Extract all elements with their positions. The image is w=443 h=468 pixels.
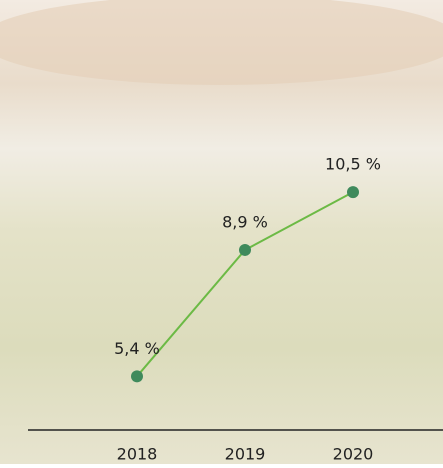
- x-tick-label: 2020: [333, 445, 374, 464]
- data-label: 10,5 %: [325, 155, 381, 174]
- x-tick-label: 2018: [117, 445, 158, 464]
- marker: [131, 370, 143, 383]
- background-shape: [0, 0, 443, 85]
- marker: [347, 186, 359, 199]
- data-label: 5,4 %: [114, 339, 160, 358]
- data-label: 8,9 %: [222, 212, 268, 231]
- x-tick-label: 2019: [225, 445, 266, 464]
- marker: [239, 243, 251, 256]
